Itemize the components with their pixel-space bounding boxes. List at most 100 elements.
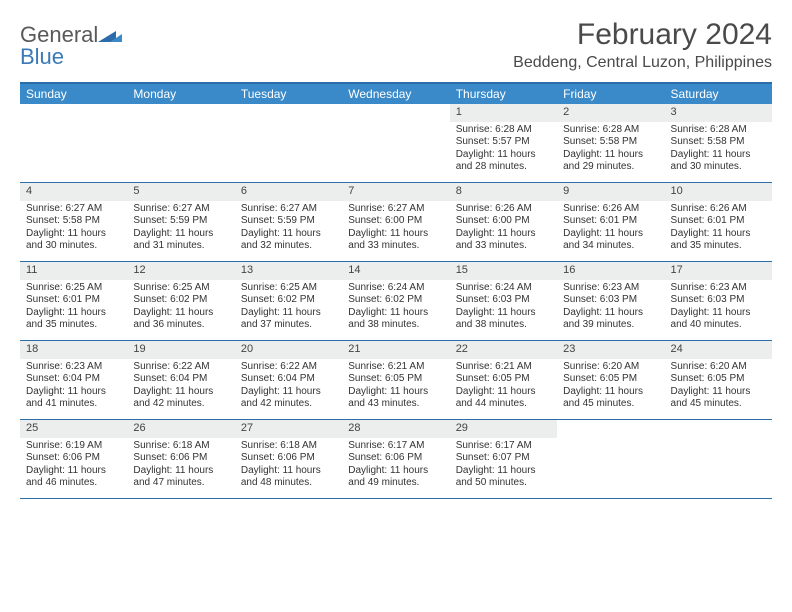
day-info-line: and 45 minutes. (563, 398, 658, 411)
day-info-line: and 43 minutes. (348, 398, 443, 411)
day-number: 20 (235, 341, 342, 359)
calendar-cell-empty (557, 420, 664, 498)
day-info: Sunrise: 6:20 AMSunset: 6:05 PMDaylight:… (665, 359, 772, 415)
day-info-line: Sunset: 6:02 PM (348, 294, 443, 307)
day-number: 21 (342, 341, 449, 359)
day-info-line: Daylight: 11 hours (348, 386, 443, 399)
logo-shape-icon (98, 22, 122, 47)
day-number (665, 420, 772, 437)
day-number: 3 (665, 104, 772, 122)
day-info-line: Daylight: 11 hours (133, 386, 228, 399)
day-info-line: Sunset: 5:58 PM (671, 136, 766, 149)
day-info: Sunrise: 6:23 AMSunset: 6:03 PMDaylight:… (557, 280, 664, 336)
day-info-line: Sunrise: 6:24 AM (348, 282, 443, 295)
day-number: 25 (20, 420, 127, 438)
day-info-line: Sunrise: 6:21 AM (456, 361, 551, 374)
day-info-line: Sunrise: 6:27 AM (133, 203, 228, 216)
day-info-line: Sunset: 6:04 PM (241, 373, 336, 386)
day-info-line: Sunrise: 6:23 AM (671, 282, 766, 295)
day-info-line: Sunrise: 6:22 AM (241, 361, 336, 374)
day-info-line: Sunrise: 6:22 AM (133, 361, 228, 374)
day-info-line: Sunset: 6:03 PM (456, 294, 551, 307)
day-info: Sunrise: 6:21 AMSunset: 6:05 PMDaylight:… (450, 359, 557, 415)
day-number (127, 104, 234, 121)
day-number: 27 (235, 420, 342, 438)
day-info-line: Daylight: 11 hours (671, 386, 766, 399)
day-info-line: Sunrise: 6:25 AM (241, 282, 336, 295)
calendar-cell: 2Sunrise: 6:28 AMSunset: 5:58 PMDaylight… (557, 104, 664, 182)
day-number: 1 (450, 104, 557, 122)
day-info-line: and 47 minutes. (133, 477, 228, 490)
weekday-header: Wednesday (342, 84, 449, 104)
day-info-line: Sunset: 6:01 PM (26, 294, 121, 307)
calendar-cell: 24Sunrise: 6:20 AMSunset: 6:05 PMDayligh… (665, 341, 772, 419)
calendar-cell: 18Sunrise: 6:23 AMSunset: 6:04 PMDayligh… (20, 341, 127, 419)
day-info-line: Sunrise: 6:18 AM (133, 440, 228, 453)
day-info-line: and 41 minutes. (26, 398, 121, 411)
day-info-line: Sunset: 6:04 PM (26, 373, 121, 386)
day-info-line: Daylight: 11 hours (26, 307, 121, 320)
day-info: Sunrise: 6:21 AMSunset: 6:05 PMDaylight:… (342, 359, 449, 415)
day-info-line: Daylight: 11 hours (563, 228, 658, 241)
day-number: 19 (127, 341, 234, 359)
day-number: 15 (450, 262, 557, 280)
day-info-line: Sunset: 5:57 PM (456, 136, 551, 149)
day-number: 22 (450, 341, 557, 359)
day-info: Sunrise: 6:18 AMSunset: 6:06 PMDaylight:… (127, 438, 234, 494)
day-info-line: and 49 minutes. (348, 477, 443, 490)
day-info: Sunrise: 6:26 AMSunset: 6:01 PMDaylight:… (665, 201, 772, 257)
day-number: 28 (342, 420, 449, 438)
day-info-line: Daylight: 11 hours (671, 307, 766, 320)
day-info-line: Sunrise: 6:17 AM (456, 440, 551, 453)
day-info-line: and 34 minutes. (563, 240, 658, 253)
day-number: 10 (665, 183, 772, 201)
day-info-line: Sunset: 6:01 PM (671, 215, 766, 228)
day-info-line: and 45 minutes. (671, 398, 766, 411)
day-number: 23 (557, 341, 664, 359)
day-info-line: and 38 minutes. (348, 319, 443, 332)
calendar-cell: 8Sunrise: 6:26 AMSunset: 6:00 PMDaylight… (450, 183, 557, 261)
day-number: 16 (557, 262, 664, 280)
day-info: Sunrise: 6:28 AMSunset: 5:58 PMDaylight:… (665, 122, 772, 178)
calendar-cell-empty (342, 104, 449, 182)
day-info-line: Daylight: 11 hours (456, 149, 551, 162)
calendar-cell: 10Sunrise: 6:26 AMSunset: 6:01 PMDayligh… (665, 183, 772, 261)
day-info-line: and 37 minutes. (241, 319, 336, 332)
calendar-cell: 20Sunrise: 6:22 AMSunset: 6:04 PMDayligh… (235, 341, 342, 419)
day-info-line: and 42 minutes. (133, 398, 228, 411)
day-info: Sunrise: 6:20 AMSunset: 6:05 PMDaylight:… (557, 359, 664, 415)
day-info-line: and 50 minutes. (456, 477, 551, 490)
day-info: Sunrise: 6:25 AMSunset: 6:01 PMDaylight:… (20, 280, 127, 336)
calendar-cell: 7Sunrise: 6:27 AMSunset: 6:00 PMDaylight… (342, 183, 449, 261)
calendar-cell: 12Sunrise: 6:25 AMSunset: 6:02 PMDayligh… (127, 262, 234, 340)
calendar: SundayMondayTuesdayWednesdayThursdayFrid… (20, 82, 772, 499)
day-info-line: and 44 minutes. (456, 398, 551, 411)
day-info-line: Sunset: 6:05 PM (563, 373, 658, 386)
day-info-line: Sunset: 6:02 PM (133, 294, 228, 307)
day-info-line: Sunrise: 6:26 AM (563, 203, 658, 216)
day-info: Sunrise: 6:24 AMSunset: 6:02 PMDaylight:… (342, 280, 449, 336)
day-info: Sunrise: 6:17 AMSunset: 6:06 PMDaylight:… (342, 438, 449, 494)
logo: General Blue (20, 18, 122, 68)
calendar-week-row: 1Sunrise: 6:28 AMSunset: 5:57 PMDaylight… (20, 104, 772, 183)
day-info-line: Sunset: 6:00 PM (348, 215, 443, 228)
day-number (20, 104, 127, 121)
day-number: 13 (235, 262, 342, 280)
day-number (235, 104, 342, 121)
day-info-line: Sunrise: 6:27 AM (241, 203, 336, 216)
day-info-line: Sunset: 5:59 PM (241, 215, 336, 228)
day-info-line: Sunset: 6:06 PM (241, 452, 336, 465)
calendar-cell: 1 Sunrise: 6:28 AMSunset: 5:57 PMDaylight… (450, 104, 557, 182)
weekday-header-row: SundayMondayTuesdayWednesdayThursdayFrid… (20, 84, 772, 104)
day-info: Sunrise: 6:27 AMSunset: 5:59 PMDaylight:… (127, 201, 234, 257)
day-info-line: Sunrise: 6:28 AM (671, 124, 766, 137)
day-info: Sunrise: 6:27 AMSunset: 5:59 PMDaylight:… (235, 201, 342, 257)
day-info-line: and 33 minutes. (456, 240, 551, 253)
calendar-cell-empty (127, 104, 234, 182)
calendar-week-row: 11Sunrise: 6:25 AMSunset: 6:01 PMDayligh… (20, 262, 772, 341)
day-info: Sunrise: 6:26 AMSunset: 6:00 PMDaylight:… (450, 201, 557, 257)
day-info-line: Sunrise: 6:28 AM (456, 124, 551, 137)
day-info-line: Sunrise: 6:25 AM (26, 282, 121, 295)
day-info-line: Daylight: 11 hours (348, 228, 443, 241)
day-info-line: Daylight: 11 hours (671, 149, 766, 162)
